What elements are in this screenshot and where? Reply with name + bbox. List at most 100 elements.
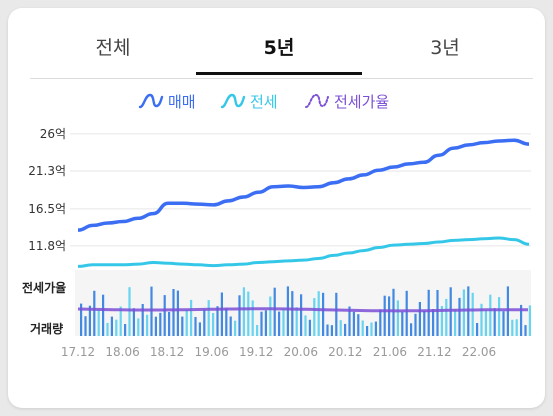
chart-card: 전체 5년 3년 매매 전세 전세가율 (8, 8, 545, 408)
volume-bar (322, 292, 325, 336)
x-tick-label: 17.12 (61, 345, 95, 359)
volume-bar (194, 317, 197, 336)
x-tick-label: 18.06 (105, 345, 139, 359)
volume-bar (269, 296, 272, 336)
dotted-wave-icon (305, 93, 329, 108)
x-tick-label: 20.06 (284, 345, 318, 359)
x-tick-label: 21.12 (417, 345, 451, 359)
volume-bar (528, 305, 531, 336)
volume-bar (172, 289, 175, 336)
volume-bar (168, 312, 171, 336)
volume-bar (379, 309, 382, 336)
legend-label-jeonse: 전세 (250, 92, 278, 111)
volume-bar (462, 289, 465, 336)
y-axis: 26억 21.3억 16.5억 11.8억 (28, 127, 66, 253)
volume-bar (128, 287, 131, 336)
legend-item-jeonse[interactable]: 전세 (220, 90, 278, 112)
volume-bar (392, 288, 395, 336)
volume-bar (229, 316, 232, 336)
volume-bar (401, 311, 404, 336)
legend-item-jeonse-rate[interactable]: 전세가율 (304, 90, 389, 112)
volume-bar (344, 323, 347, 336)
tab-all[interactable]: 전체 (95, 37, 131, 59)
volume-bar (330, 325, 333, 336)
volume-bar (146, 314, 149, 336)
legend-label-jeonse-rate: 전세가율 (334, 92, 390, 111)
volume-bar (471, 292, 474, 336)
volume-bar (480, 303, 483, 336)
sale-price-line (77, 138, 530, 232)
volume-bar (88, 305, 91, 336)
tab-5-years[interactable]: 5년 (263, 37, 295, 59)
volume-bar (97, 309, 100, 336)
volume-bar (247, 291, 250, 336)
y-tick-label: 16.5억 (28, 202, 66, 216)
volume-bar (520, 304, 523, 336)
x-tick-label: 21.06 (373, 345, 407, 359)
volume-bar (339, 320, 342, 336)
volume-bar (423, 310, 426, 336)
volume-bar (154, 316, 157, 336)
volume-bar (106, 322, 109, 336)
volume-axis-label: 거래량 (30, 321, 63, 336)
volume-bar (251, 300, 254, 336)
volume-bar (119, 306, 122, 336)
volume-bar (264, 310, 267, 336)
volume-bar (498, 297, 501, 336)
volume-bar (282, 308, 285, 336)
x-tick-label: 18.12 (150, 345, 184, 359)
grid-lines (70, 133, 531, 247)
volume-bar (291, 291, 294, 336)
volume-bar (445, 298, 448, 336)
volume-bar (207, 300, 210, 336)
volume-bar (185, 309, 188, 336)
volume-bar (308, 319, 311, 336)
volume-bar (348, 306, 351, 336)
volume-bar (256, 325, 259, 336)
volume-bar (366, 326, 369, 336)
volume-bar (489, 294, 492, 336)
volume-bar (115, 319, 118, 336)
x-tick-label: 19.12 (239, 345, 273, 359)
price-series (77, 138, 530, 268)
jeonse-rate-line (77, 307, 528, 313)
y-tick-label: 11.8억 (28, 239, 66, 253)
x-tick-label: 19.06 (194, 345, 228, 359)
volume-bar (352, 311, 355, 336)
volume-bar (141, 304, 144, 336)
volume-bar (190, 299, 193, 336)
volume-bar (335, 292, 338, 336)
y-tick-label: 26억 (40, 127, 66, 141)
volume-bar (418, 302, 421, 336)
volume-bar (212, 313, 215, 336)
volume-bar (242, 287, 245, 336)
volume-bar (93, 290, 96, 336)
x-tick-label: 22.06 (462, 345, 496, 359)
volume-bar (427, 289, 430, 336)
volume-bar (436, 290, 439, 336)
y-tick-label: 21.3억 (28, 164, 66, 178)
volume-bar (234, 320, 237, 336)
volume-bar (163, 295, 166, 336)
volume-bar (383, 295, 386, 336)
volume-bar (304, 315, 307, 336)
volume-bar (454, 309, 457, 336)
wave-icon (138, 93, 164, 109)
volume-bar (361, 320, 364, 336)
volume-bar (476, 323, 479, 336)
volume-bar (440, 306, 443, 336)
volume-bar (84, 316, 87, 336)
volume-bar (80, 303, 83, 336)
volume-bar (124, 324, 127, 336)
volume-bar (357, 314, 360, 336)
volume-bar (317, 291, 320, 336)
volume-bar (458, 297, 461, 336)
tab-3-years[interactable]: 3년 (430, 37, 460, 59)
volume-bar (260, 311, 263, 336)
volume-bar (396, 300, 399, 336)
legend-item-sale[interactable]: 매매 (138, 90, 196, 112)
volume-bar (502, 311, 505, 336)
x-tick-label: 20.12 (328, 345, 362, 359)
jeonse-rate-axis-label: 전세가율 (22, 280, 66, 295)
volume-bar (286, 286, 289, 336)
